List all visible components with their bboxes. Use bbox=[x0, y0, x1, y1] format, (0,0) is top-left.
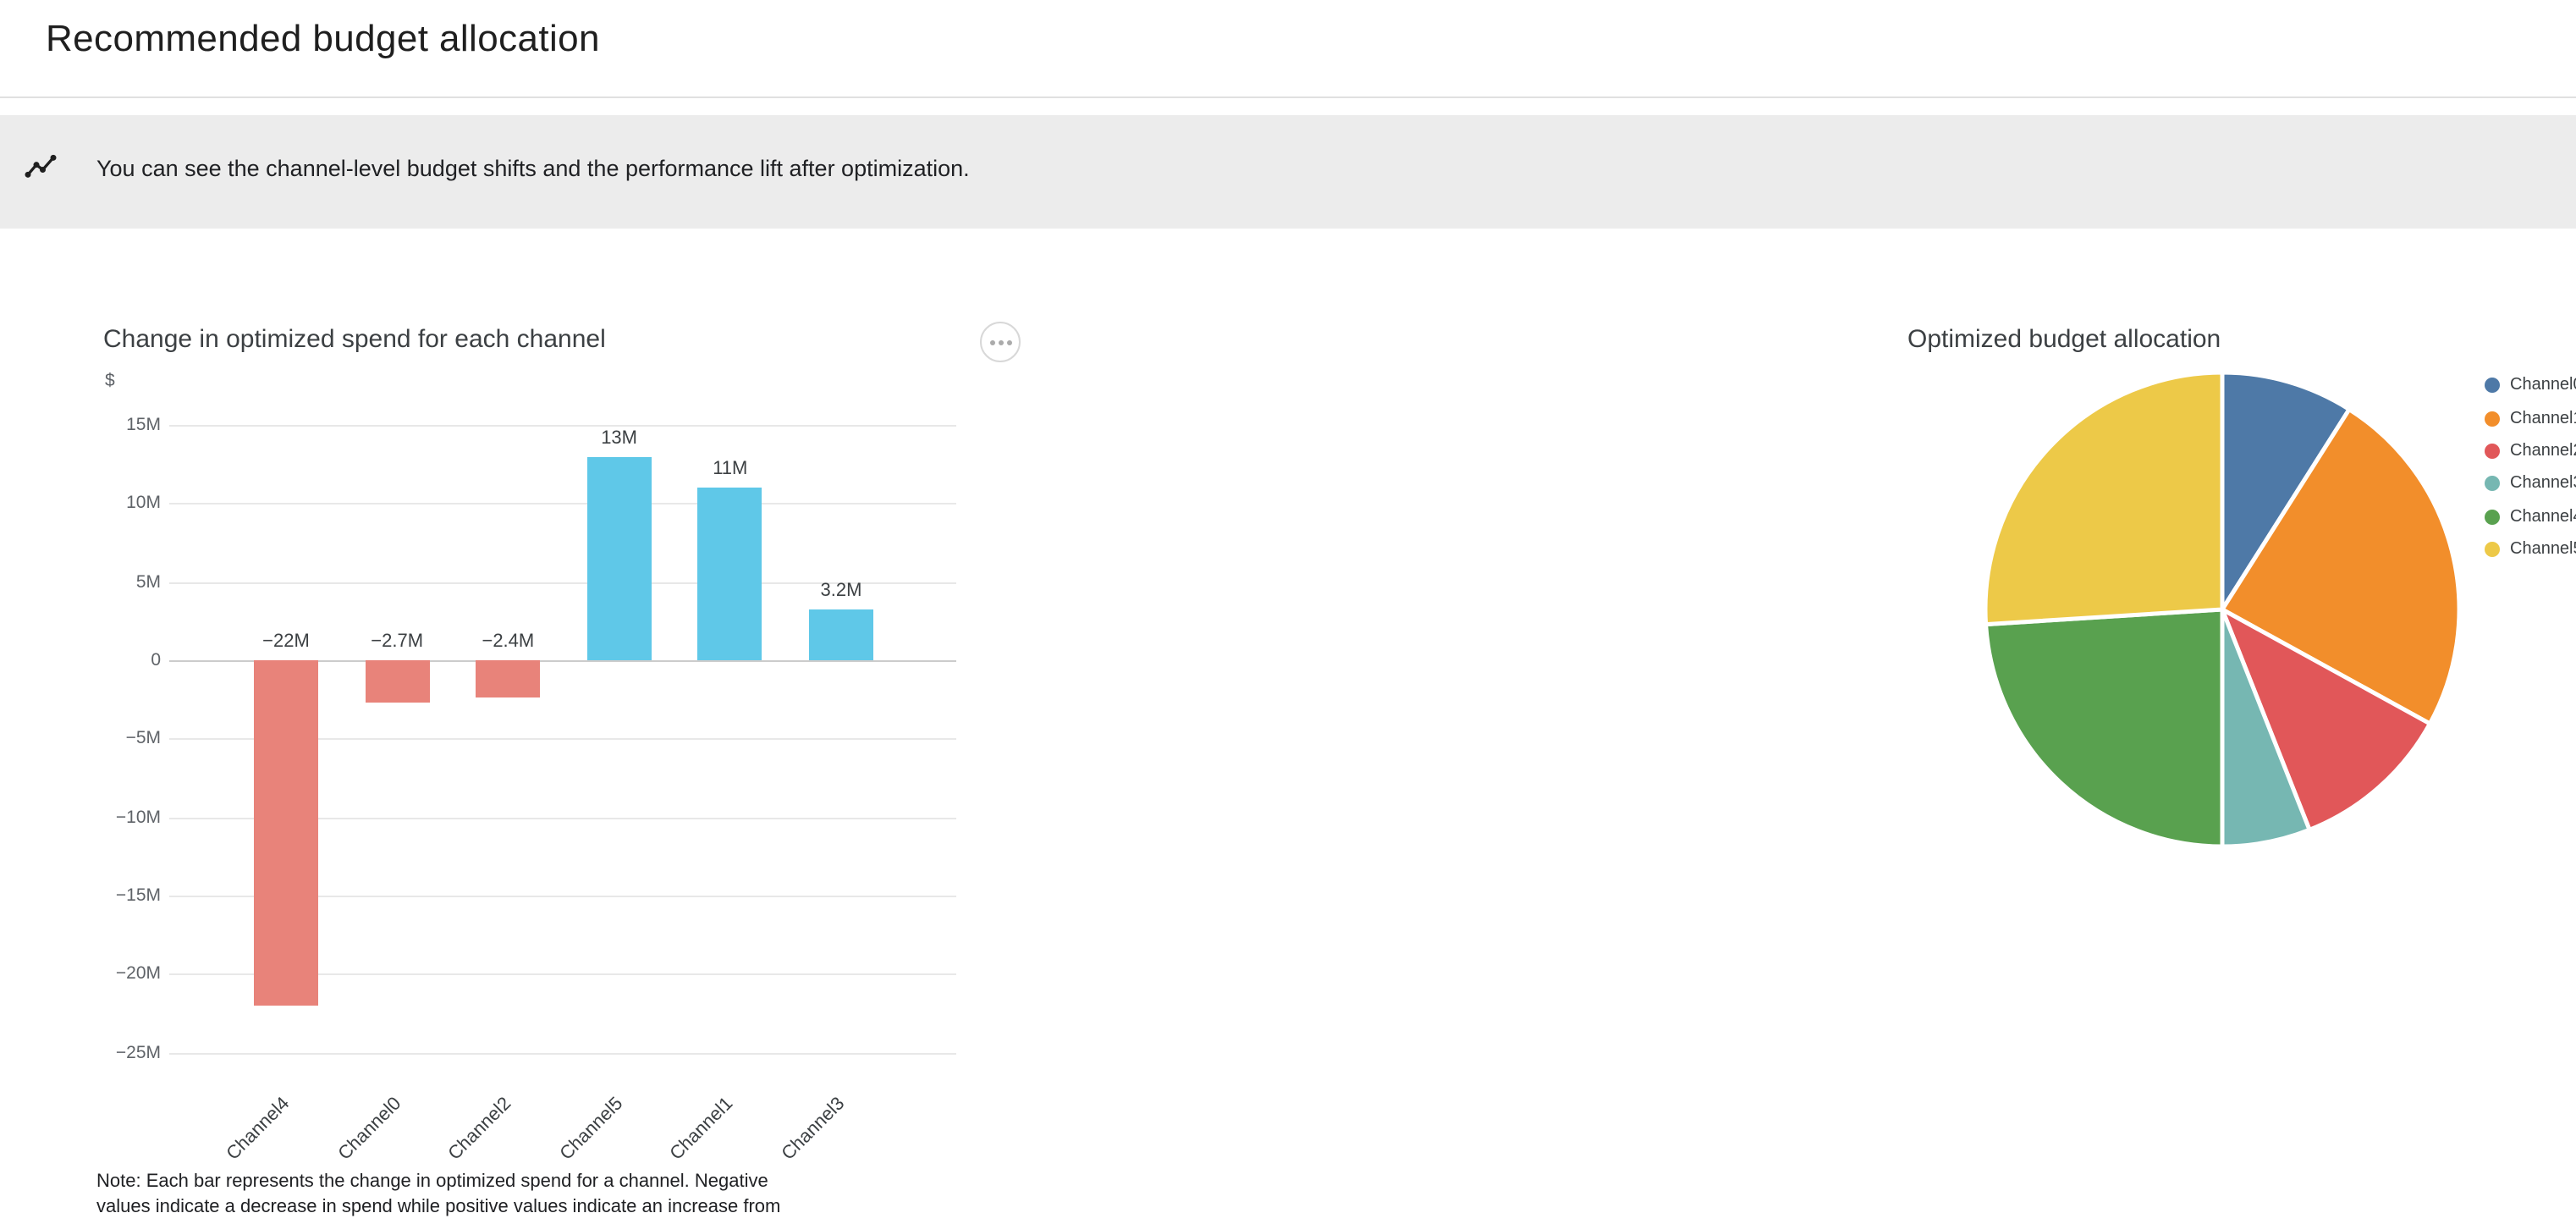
legend-label: Channel2 bbox=[2510, 441, 2576, 460]
pie-chart-title: Optimized budget allocation bbox=[1907, 325, 2221, 354]
y-axis-tick-label: 15M bbox=[126, 414, 161, 435]
y-axis-tick-label: −5M bbox=[125, 728, 161, 749]
gridline bbox=[169, 1052, 956, 1055]
legend-item-channel2: Channel2 bbox=[2485, 435, 2576, 468]
bar-chart-title: Change in optimized spend for each chann… bbox=[103, 325, 606, 354]
y-axis-tick-label: 10M bbox=[126, 493, 161, 514]
legend-color-dot bbox=[2485, 378, 2500, 394]
bar-channel1 bbox=[697, 488, 762, 660]
x-axis-category-label: Channel4 bbox=[223, 1094, 294, 1165]
legend-item-channel5: Channel5 bbox=[2485, 533, 2576, 566]
pie-slice-channel4 bbox=[1984, 607, 2225, 849]
bar-value-label: −22M bbox=[262, 631, 310, 652]
info-banner bbox=[0, 115, 2576, 229]
y-axis-tick-label: −10M bbox=[115, 807, 161, 828]
ellipsis-icon bbox=[998, 339, 1003, 345]
bar-chart-note: Note: Each bar represents the change in … bbox=[96, 1172, 781, 1224]
legend-color-dot bbox=[2485, 411, 2500, 427]
header-divider bbox=[0, 96, 2576, 98]
page-title: Recommended budget allocation bbox=[46, 17, 600, 59]
pie-slice-channel0 bbox=[2220, 370, 2352, 612]
legend-label: Channel4 bbox=[2510, 507, 2576, 527]
x-axis-category-label: Channel5 bbox=[555, 1094, 627, 1165]
legend-color-dot bbox=[2485, 443, 2500, 459]
bar-channel2 bbox=[476, 660, 541, 698]
bar-value-label: −2.7M bbox=[371, 631, 424, 652]
bar-value-label: 13M bbox=[601, 427, 637, 449]
y-axis-tick-label: −15M bbox=[115, 885, 161, 906]
legend-color-dot bbox=[2485, 509, 2500, 525]
legend-label: Channel1 bbox=[2510, 409, 2576, 428]
bar-channel5 bbox=[586, 456, 652, 660]
gridline bbox=[169, 896, 956, 897]
pie-slice-channel5 bbox=[1983, 370, 2225, 627]
gridline bbox=[169, 973, 956, 976]
legend-color-dot bbox=[2485, 542, 2500, 558]
legend-item-channel0: Channel0 bbox=[2485, 369, 2576, 402]
bar-value-label: −2.4M bbox=[482, 631, 535, 652]
pie-chart bbox=[1983, 370, 2462, 849]
insights-icon bbox=[25, 154, 57, 178]
y-axis-tick-label: −25M bbox=[115, 1042, 161, 1063]
y-axis-tick-label: −20M bbox=[115, 963, 161, 984]
legend-label: Channel5 bbox=[2510, 540, 2576, 560]
gridline bbox=[169, 817, 956, 819]
pie-chart-legend: Channel0 Channel1 Channel2 Channel3 Channel4… bbox=[2485, 369, 2576, 566]
pie-slice-channel1 bbox=[2220, 407, 2462, 726]
gridline bbox=[169, 738, 956, 741]
x-axis-category-label: Channel2 bbox=[444, 1094, 516, 1165]
gridline bbox=[169, 582, 956, 584]
legend-item-channel4: Channel4 bbox=[2485, 500, 2576, 533]
legend-item-channel1: Channel1 bbox=[2485, 402, 2576, 435]
pie-slice-channel2 bbox=[2220, 607, 2432, 832]
legend-label: Channel3 bbox=[2510, 474, 2576, 493]
bar-value-label: 11M bbox=[713, 459, 748, 480]
gridline bbox=[169, 424, 956, 427]
gridline bbox=[169, 503, 956, 505]
legend-label: Channel0 bbox=[2510, 376, 2576, 395]
y-axis-tick-label: 5M bbox=[135, 571, 161, 593]
bar-chart-more-options-button[interactable] bbox=[980, 322, 1021, 362]
bar-channel4 bbox=[254, 660, 318, 1006]
gridline bbox=[169, 660, 956, 662]
banner-text: You can see the channel-level budget shi… bbox=[96, 156, 970, 181]
legend-color-dot bbox=[2485, 476, 2500, 492]
x-axis-category-label: Channel1 bbox=[667, 1094, 738, 1165]
bar-channel3 bbox=[809, 609, 873, 660]
y-axis-unit-label: $ bbox=[105, 371, 115, 391]
bar-value-label: 3.2M bbox=[820, 581, 862, 602]
bar-channel0 bbox=[365, 660, 430, 703]
x-axis-category-label: Channel0 bbox=[333, 1094, 405, 1165]
legend-item-channel3: Channel3 bbox=[2485, 467, 2576, 500]
x-axis-category-label: Channel3 bbox=[778, 1094, 849, 1165]
y-axis-tick-label: 0 bbox=[151, 650, 161, 670]
